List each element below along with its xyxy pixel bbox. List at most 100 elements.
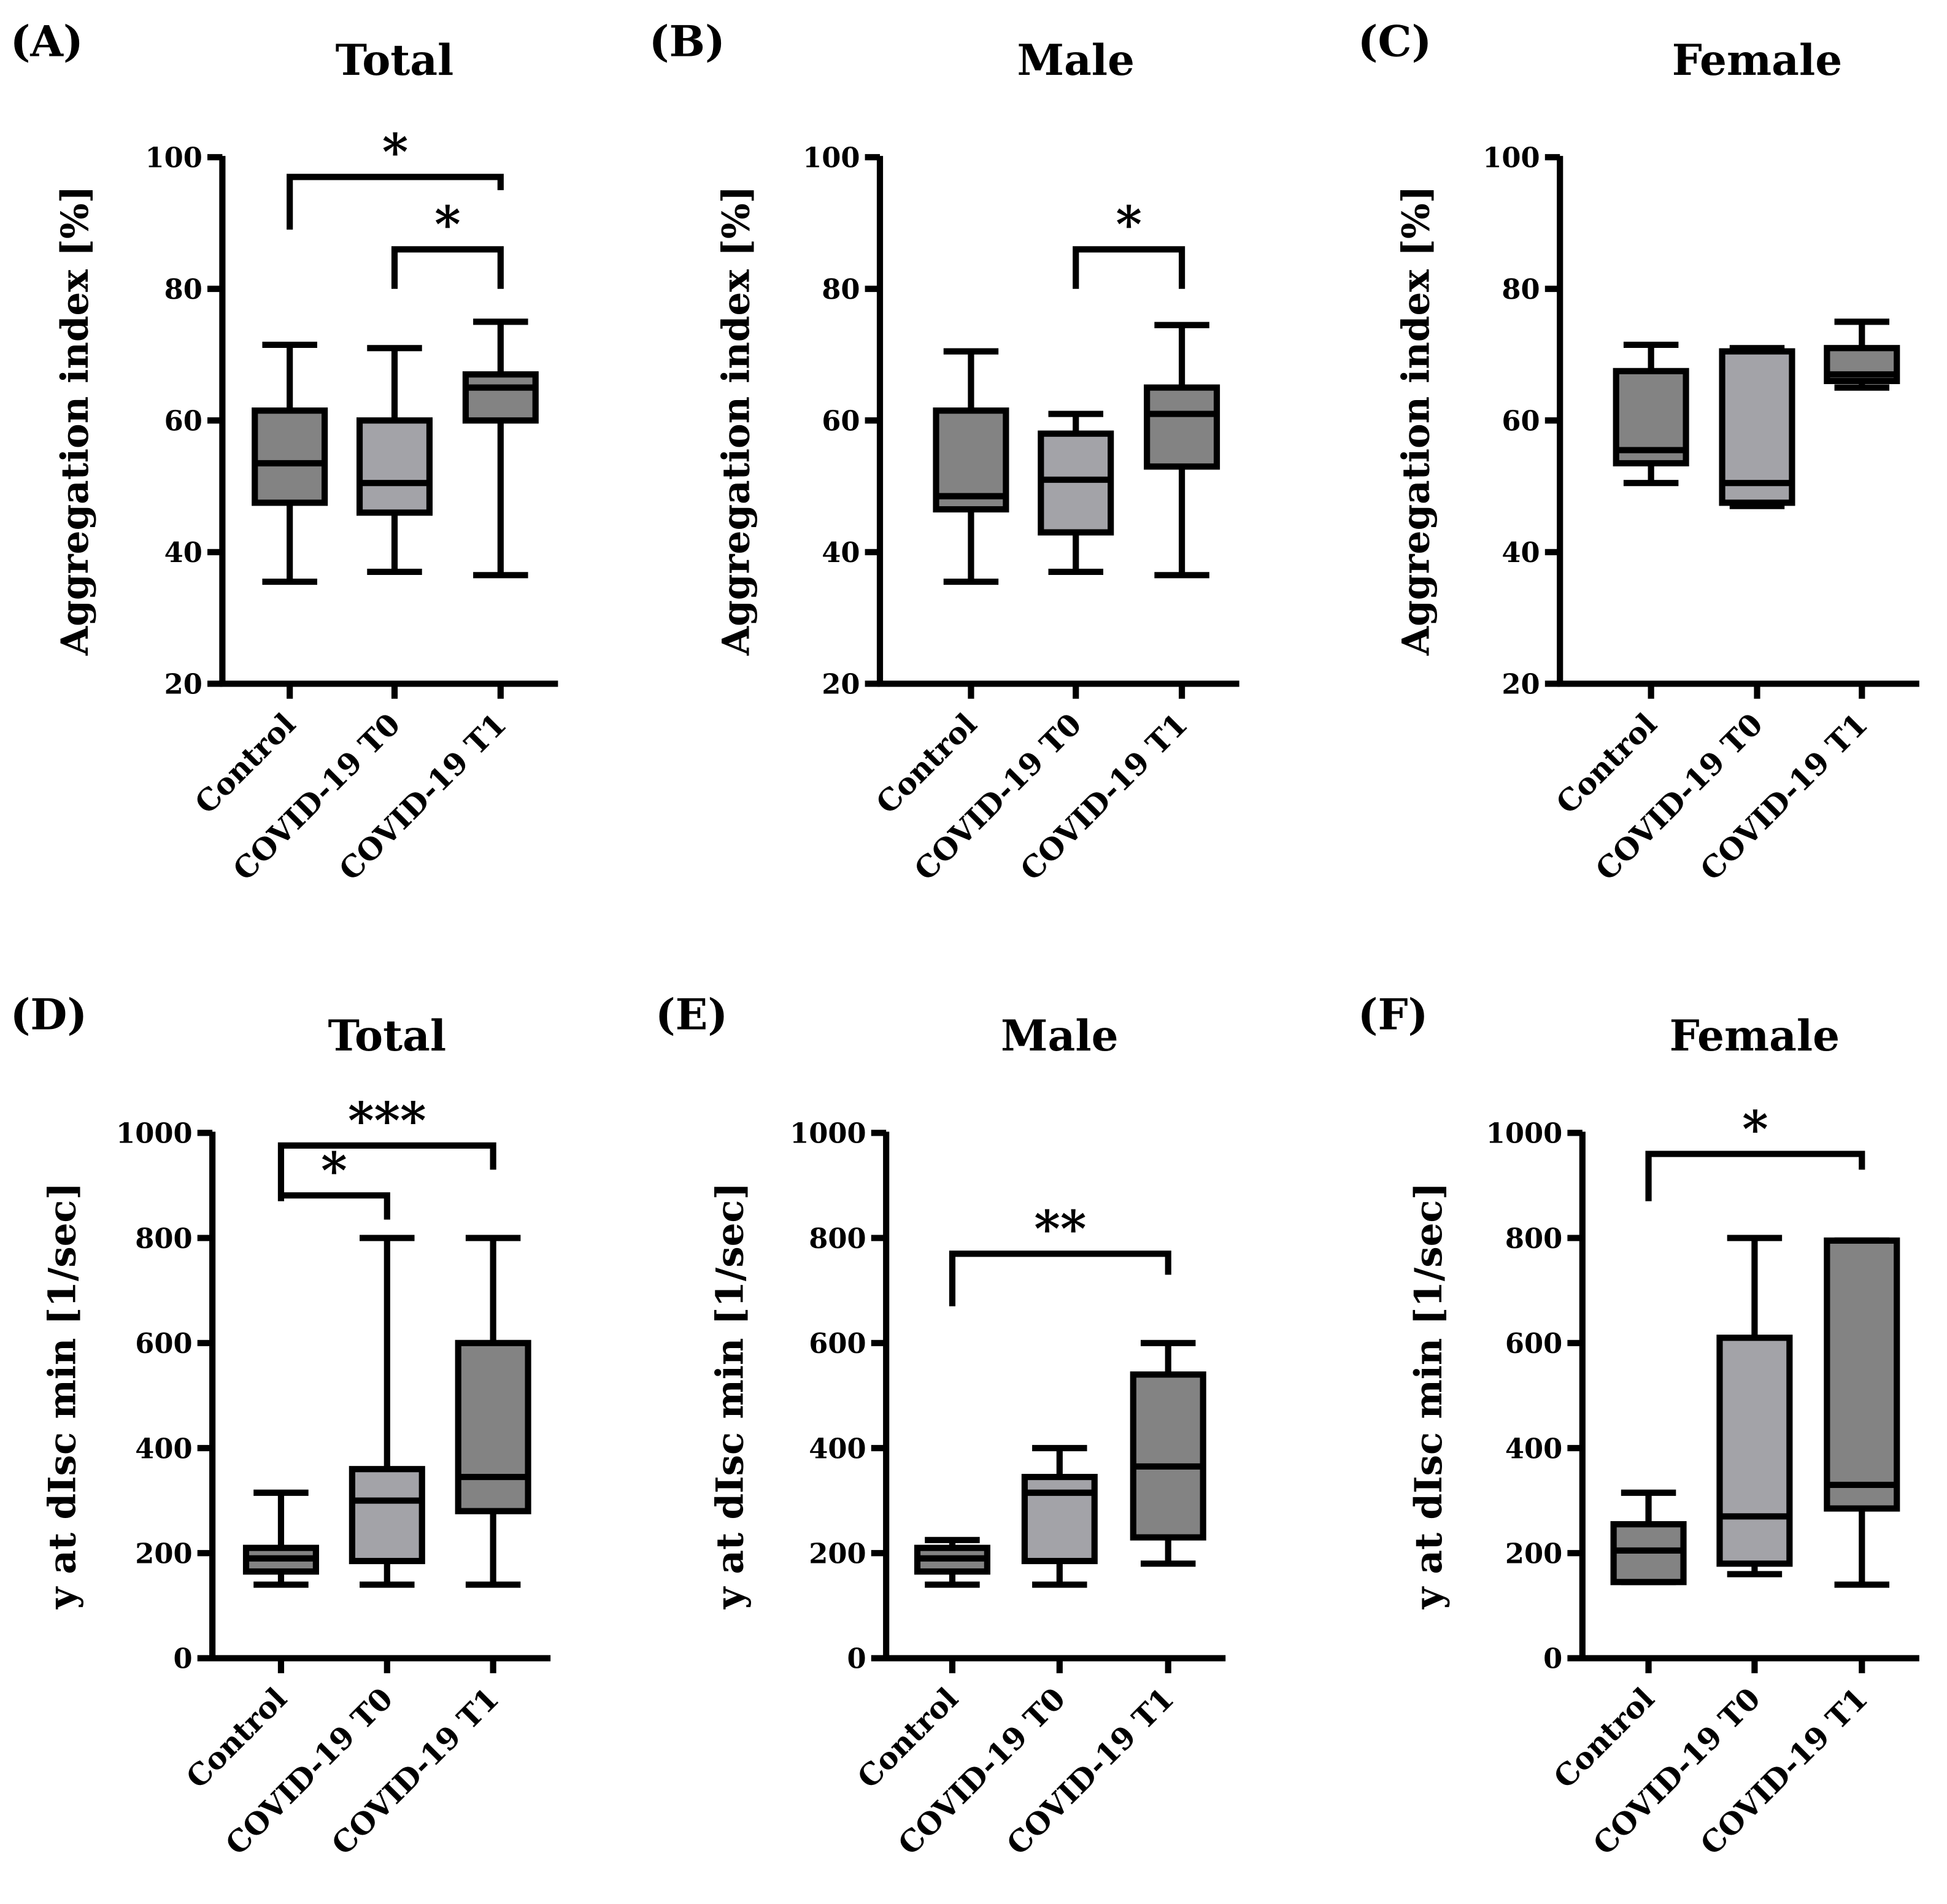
panel-f: (F) Female y at dIsc min [1/sec] 0 200 400 600… <box>1358 990 1919 1862</box>
box-covid-19-t1 <box>1824 1237 1900 1588</box>
panel-letter: (F) <box>1358 990 1428 1040</box>
y-tick-label: 800 <box>809 1222 866 1255</box>
significance-bracket <box>1645 1150 1865 1201</box>
box-covid-19-t1 <box>462 318 539 579</box>
x-tick-label: Control <box>850 1681 965 1795</box>
panel-title: Total <box>328 1011 446 1061</box>
y-tick-label: 0 <box>847 1643 866 1675</box>
box-covid-19-t1 <box>455 1235 531 1588</box>
iqr-box <box>1716 1335 1793 1567</box>
iqr-box <box>1021 1473 1098 1565</box>
box-control <box>914 1536 990 1588</box>
significance-label: * <box>382 123 409 182</box>
y-tick-label: 0 <box>173 1643 192 1675</box>
y-tick-label: 100 <box>145 141 202 174</box>
y-axis-label: Aggregation index [%] <box>1395 185 1438 656</box>
box-covid-19-t1 <box>1144 322 1220 579</box>
y-axis-label: y at dIsc min [1/sec] <box>708 1182 752 1610</box>
y-tick-label: 80 <box>822 273 860 306</box>
iqr-box <box>1144 384 1220 470</box>
y-tick-label: 1000 <box>790 1117 866 1150</box>
iqr-box <box>1719 348 1795 506</box>
y-tick-label: 0 <box>1543 1643 1562 1675</box>
panel-c: (C) Female Aggregation index [%] 20 40 60 80 10… <box>1358 17 1919 887</box>
significance-bracket <box>1073 246 1186 289</box>
y-tick-label: 80 <box>164 273 202 306</box>
y-tick-label: 600 <box>135 1327 192 1360</box>
y-tick-label: 40 <box>164 536 202 569</box>
panel-title: Total <box>336 36 454 85</box>
y-tick-label: 40 <box>1502 536 1540 569</box>
box-covid-19-t1 <box>1130 1339 1206 1567</box>
y-tick-label: 800 <box>1505 1222 1562 1255</box>
y-tick-label: 400 <box>135 1432 192 1465</box>
box-control <box>242 1489 319 1588</box>
y-tick-label: 20 <box>164 668 202 701</box>
y-axis-label: Aggregation index [%] <box>714 185 758 656</box>
y-tick-label: 20 <box>1502 668 1540 701</box>
significance-label: * <box>434 196 461 254</box>
y-tick-label: 200 <box>1505 1537 1562 1570</box>
significance-bracket <box>949 1251 1171 1306</box>
significance-bracket <box>277 1142 496 1201</box>
panel-title: Female <box>1670 1011 1840 1061</box>
iqr-box <box>349 1466 425 1565</box>
y-tick-label: 1000 <box>1486 1117 1562 1150</box>
panel-letter: (E) <box>655 990 728 1040</box>
significance-label: * <box>1116 196 1142 254</box>
iqr-box <box>1130 1371 1206 1541</box>
y-tick-label: 60 <box>822 405 860 437</box>
box-covid-19-t0 <box>356 345 433 576</box>
box-covid-19-t0 <box>1021 1444 1098 1588</box>
box-covid-19-t0 <box>349 1235 425 1588</box>
significance-label: ** <box>1034 1200 1086 1258</box>
iqr-box <box>933 407 1009 513</box>
box-control <box>933 348 1009 585</box>
panel-d: (D) Total y at dIsc min [1/sec] 0 200 400 600 8… <box>10 990 551 1862</box>
significance-bracket <box>391 246 504 289</box>
panel-e: (E) Male y at dIsc min [1/sec] 0 200 400 600 80… <box>655 990 1226 1862</box>
y-axis-label: y at dIsc min [1/sec] <box>1407 1182 1451 1610</box>
significance-label: * <box>1742 1100 1768 1158</box>
y-tick-label: 20 <box>822 668 860 701</box>
y-axis-label: y at dIsc min [1/sec] <box>40 1182 84 1610</box>
y-tick-label: 800 <box>135 1222 192 1255</box>
significance-bracket <box>287 174 504 230</box>
y-tick-label: 200 <box>135 1537 192 1570</box>
y-tick-label: 60 <box>1502 405 1540 437</box>
y-tick-label: 600 <box>809 1327 866 1360</box>
iqr-box <box>252 407 328 506</box>
significance-label: * <box>321 1142 347 1200</box>
y-tick-label: 400 <box>1505 1432 1562 1465</box>
y-tick-label: 100 <box>1482 141 1540 174</box>
panel-letter: (C) <box>1358 17 1432 67</box>
panel-letter: (A) <box>10 17 83 67</box>
y-tick-label: 400 <box>809 1432 866 1465</box>
iqr-box <box>1038 430 1114 536</box>
y-tick-label: 1000 <box>116 1117 192 1150</box>
y-tick-label: 100 <box>803 141 860 174</box>
significance-bracket <box>280 1192 390 1220</box>
y-tick-label: 40 <box>822 536 860 569</box>
box-covid-19-t1 <box>1824 318 1900 391</box>
y-tick-label: 200 <box>809 1537 866 1570</box>
panel-title: Female <box>1672 36 1842 85</box>
panel-letter: (B) <box>649 17 725 67</box>
box-control <box>252 341 328 585</box>
y-tick-label: 60 <box>164 405 202 437</box>
box-control <box>1613 341 1689 487</box>
significance-label: *** <box>348 1092 426 1150</box>
box-covid-19-t0 <box>1716 1235 1793 1578</box>
box-control <box>1610 1489 1687 1586</box>
iqr-box <box>356 417 433 516</box>
box-covid-19-t0 <box>1719 345 1795 509</box>
iqr-box <box>462 371 539 424</box>
y-tick-label: 80 <box>1502 273 1540 306</box>
y-tick-label: 600 <box>1505 1327 1562 1360</box>
iqr-box <box>455 1339 531 1514</box>
iqr-box <box>1824 1237 1900 1512</box>
panel-a: (A) Total Aggregation index [%] 20 40 60 80 100… <box>10 17 558 887</box>
panel-letter: (D) <box>10 990 87 1040</box>
